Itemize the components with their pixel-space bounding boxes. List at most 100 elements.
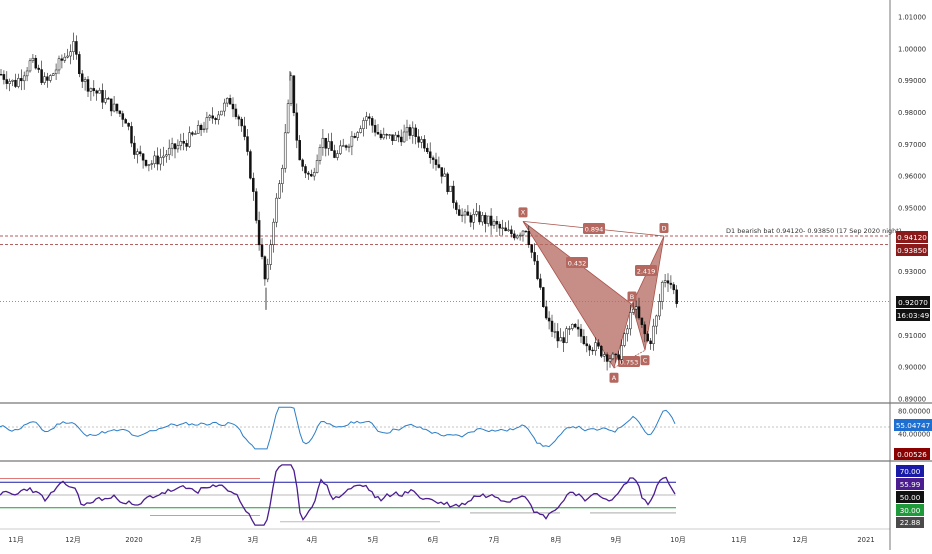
candle-body xyxy=(533,252,536,262)
candle xyxy=(141,153,145,169)
candle xyxy=(321,129,325,156)
candle xyxy=(376,124,380,136)
candle-body xyxy=(629,312,632,330)
candle xyxy=(260,238,264,260)
candle-body xyxy=(394,134,397,141)
candle xyxy=(640,317,644,328)
candle-body xyxy=(295,112,299,141)
candle xyxy=(646,331,649,343)
candle xyxy=(136,148,139,164)
candle-body xyxy=(327,141,330,149)
candle-body xyxy=(228,98,232,105)
candle xyxy=(257,211,261,251)
candle xyxy=(368,113,371,126)
candle xyxy=(173,143,177,159)
candle-body xyxy=(428,151,432,159)
candle xyxy=(194,130,197,135)
badge-rsi-value: 55.04747 xyxy=(894,419,932,431)
time-tick-label: 2021 xyxy=(857,536,874,544)
candle-body xyxy=(153,155,156,164)
candle xyxy=(14,73,17,89)
candle-body xyxy=(515,235,519,239)
candle-body xyxy=(312,172,316,177)
price-tick-label: 0.91000 xyxy=(898,332,926,340)
candle-body xyxy=(301,159,304,167)
candle-body xyxy=(292,75,296,114)
candle-body xyxy=(420,139,423,143)
candle-body xyxy=(315,160,319,173)
candle-body xyxy=(14,79,17,87)
candle xyxy=(533,243,536,265)
candle-body xyxy=(34,57,38,69)
candle-body xyxy=(20,78,23,82)
pattern-point-b: B xyxy=(627,291,637,302)
candle xyxy=(594,337,597,356)
candle xyxy=(629,304,632,336)
candle xyxy=(637,297,641,320)
candle xyxy=(463,208,467,224)
candle xyxy=(43,72,46,85)
candle-body xyxy=(43,76,46,83)
candle xyxy=(666,273,670,292)
candle-body xyxy=(136,151,139,155)
candle xyxy=(350,131,354,156)
pattern-point-d: D xyxy=(659,223,669,234)
candle-body xyxy=(626,328,629,335)
time-axis: 11月 12月 2020 2月 3月 4月 5月 6月 7月 8月 9月 10月 11月 12月 2021 xyxy=(8,536,874,544)
candle xyxy=(449,185,452,192)
candle xyxy=(478,205,481,225)
candle xyxy=(521,230,525,242)
candle xyxy=(298,135,301,161)
candle-body xyxy=(40,69,43,83)
candle-body xyxy=(173,143,177,150)
candle-body xyxy=(510,229,513,235)
candle xyxy=(658,293,661,320)
candle-body xyxy=(66,55,69,58)
candle xyxy=(443,167,446,177)
candle-body xyxy=(408,127,412,136)
candle xyxy=(565,326,568,344)
candle xyxy=(365,111,368,130)
candle-body xyxy=(104,98,107,103)
candle xyxy=(341,138,345,147)
candle xyxy=(600,345,603,358)
candle xyxy=(8,78,11,92)
candle-body xyxy=(141,153,145,161)
candle-body xyxy=(80,73,84,82)
candle xyxy=(420,136,423,149)
candle-body xyxy=(344,145,348,148)
candle-body xyxy=(333,150,336,158)
candle-body xyxy=(539,278,542,288)
candle-body xyxy=(594,342,597,351)
candle xyxy=(481,212,484,226)
pattern-point-a: A xyxy=(609,372,619,383)
svg-text:22.88: 22.88 xyxy=(900,518,921,527)
candle xyxy=(283,123,287,173)
candle xyxy=(211,107,214,124)
candle-body xyxy=(162,155,165,158)
candle-body xyxy=(579,328,583,337)
candle xyxy=(292,75,296,117)
candle xyxy=(484,212,487,233)
candle xyxy=(60,54,64,69)
candle xyxy=(228,94,232,105)
candle xyxy=(536,255,539,281)
candle xyxy=(457,204,461,216)
candle-body xyxy=(130,126,133,144)
candle xyxy=(382,127,386,140)
candle-body xyxy=(417,136,420,143)
candle-body xyxy=(237,116,241,120)
candle-body xyxy=(492,221,496,226)
pattern-point-x: X xyxy=(518,207,528,218)
candle-body xyxy=(86,79,90,92)
candle xyxy=(347,143,351,153)
candle xyxy=(652,318,655,351)
candle xyxy=(286,99,290,134)
candle xyxy=(571,323,574,331)
candle-body xyxy=(649,340,652,344)
candle-body xyxy=(559,337,562,342)
candle xyxy=(304,164,307,179)
candle xyxy=(573,322,577,329)
candle-body xyxy=(156,155,159,165)
